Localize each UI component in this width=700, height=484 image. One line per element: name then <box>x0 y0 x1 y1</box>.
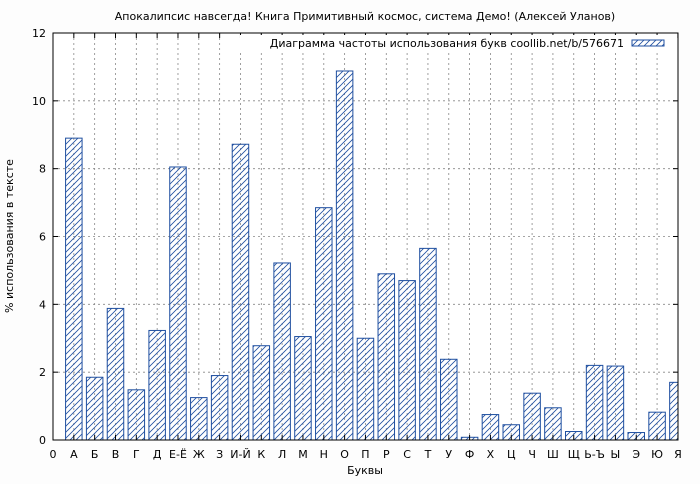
bar-М <box>294 336 312 440</box>
y-tick-label: 8 <box>39 163 46 176</box>
x-tick-label: Щ <box>568 448 580 461</box>
bar-З <box>210 375 229 440</box>
bar-О <box>335 70 354 440</box>
bar-К <box>252 345 271 440</box>
bar-Е-Ё <box>169 166 187 440</box>
x-tick-label: Ц <box>507 448 516 461</box>
y-tick-label: 0 <box>39 434 46 447</box>
x-tick-label: Х <box>487 448 495 461</box>
legend-swatch <box>631 39 665 47</box>
x-tick-label: Т <box>424 448 432 461</box>
x-tick-label: Ф <box>465 448 474 461</box>
y-axis-label: % использования в тексте <box>3 159 16 313</box>
bar-С <box>398 280 416 440</box>
x-tick-label: М <box>298 448 308 461</box>
x-tick-label: У <box>445 448 452 461</box>
x-tick-label: О <box>340 448 349 461</box>
y-tick-label: 2 <box>39 366 46 379</box>
bar-Б <box>85 376 104 440</box>
x-axis-label: Буквы <box>347 464 383 477</box>
y-tick-label: 4 <box>39 298 46 311</box>
grid-lines <box>53 33 679 440</box>
bar-П <box>356 337 375 440</box>
bar-А <box>65 137 83 440</box>
x-origin-label: 0 <box>50 448 57 461</box>
x-axis: 0 А Б В Г Д Е-Ё Ж З И-Й К Л М Н О П Р С Т У Ф Х Ц Ч Ш Щ Ь-Ъ Ы Э Ю Я <box>50 33 682 461</box>
x-tick-label: К <box>257 448 265 461</box>
bar-Ш <box>544 407 562 440</box>
x-tick-label: И-Й <box>230 448 250 461</box>
legend-label: Диаграмма частоты использования букв coo… <box>270 37 624 50</box>
bar-Д <box>148 329 166 440</box>
x-tick-label: З <box>216 448 223 461</box>
x-tick-label: Б <box>91 448 99 461</box>
legend: Диаграмма частоты использования букв coo… <box>240 35 676 51</box>
x-tick-label: П <box>361 448 369 461</box>
y-tick-label: 12 <box>32 27 46 40</box>
x-tick-label: Р <box>383 448 390 461</box>
x-tick-label: А <box>70 448 78 461</box>
bar-Ж <box>190 397 208 440</box>
x-tick-label: Л <box>278 448 286 461</box>
bar-Т <box>419 247 437 440</box>
bar-Р <box>377 273 396 440</box>
chart-title: Апокалипсис навсегда! Книга Примитивный … <box>115 10 615 23</box>
bar-Ч <box>523 392 541 440</box>
y-tick-label: 10 <box>32 95 46 108</box>
x-tick-label: С <box>403 448 411 461</box>
x-tick-label: Г <box>133 448 140 461</box>
x-tick-label: Ж <box>193 448 205 461</box>
bar-Ы <box>606 365 625 440</box>
x-tick-label: Ю <box>651 448 663 461</box>
bars <box>65 70 678 440</box>
bar-Л <box>273 262 291 440</box>
x-tick-label: Е-Ё <box>169 448 187 461</box>
bar-Х <box>481 414 500 440</box>
x-tick-label: Д <box>153 448 162 461</box>
x-tick-label: Ь-Ъ <box>584 448 605 461</box>
bar-И-Й <box>231 143 250 440</box>
bar-Г <box>127 389 146 440</box>
bar-В <box>106 307 125 440</box>
x-tick-label: Ш <box>547 448 559 461</box>
x-tick-label: Ы <box>611 448 621 461</box>
y-axis: 0 2 4 6 8 10 12 <box>32 27 678 447</box>
legend-box <box>240 35 676 51</box>
x-tick-label: В <box>112 448 120 461</box>
x-tick-label: Э <box>632 448 640 461</box>
x-tick-label: Н <box>320 448 328 461</box>
x-tick-label: Ч <box>528 448 536 461</box>
y-tick-label: 6 <box>39 231 46 244</box>
bar-Н <box>315 207 333 440</box>
bar-Ь-Ъ <box>585 364 604 440</box>
bar-У <box>440 358 458 440</box>
x-tick-label: Я <box>674 448 682 461</box>
